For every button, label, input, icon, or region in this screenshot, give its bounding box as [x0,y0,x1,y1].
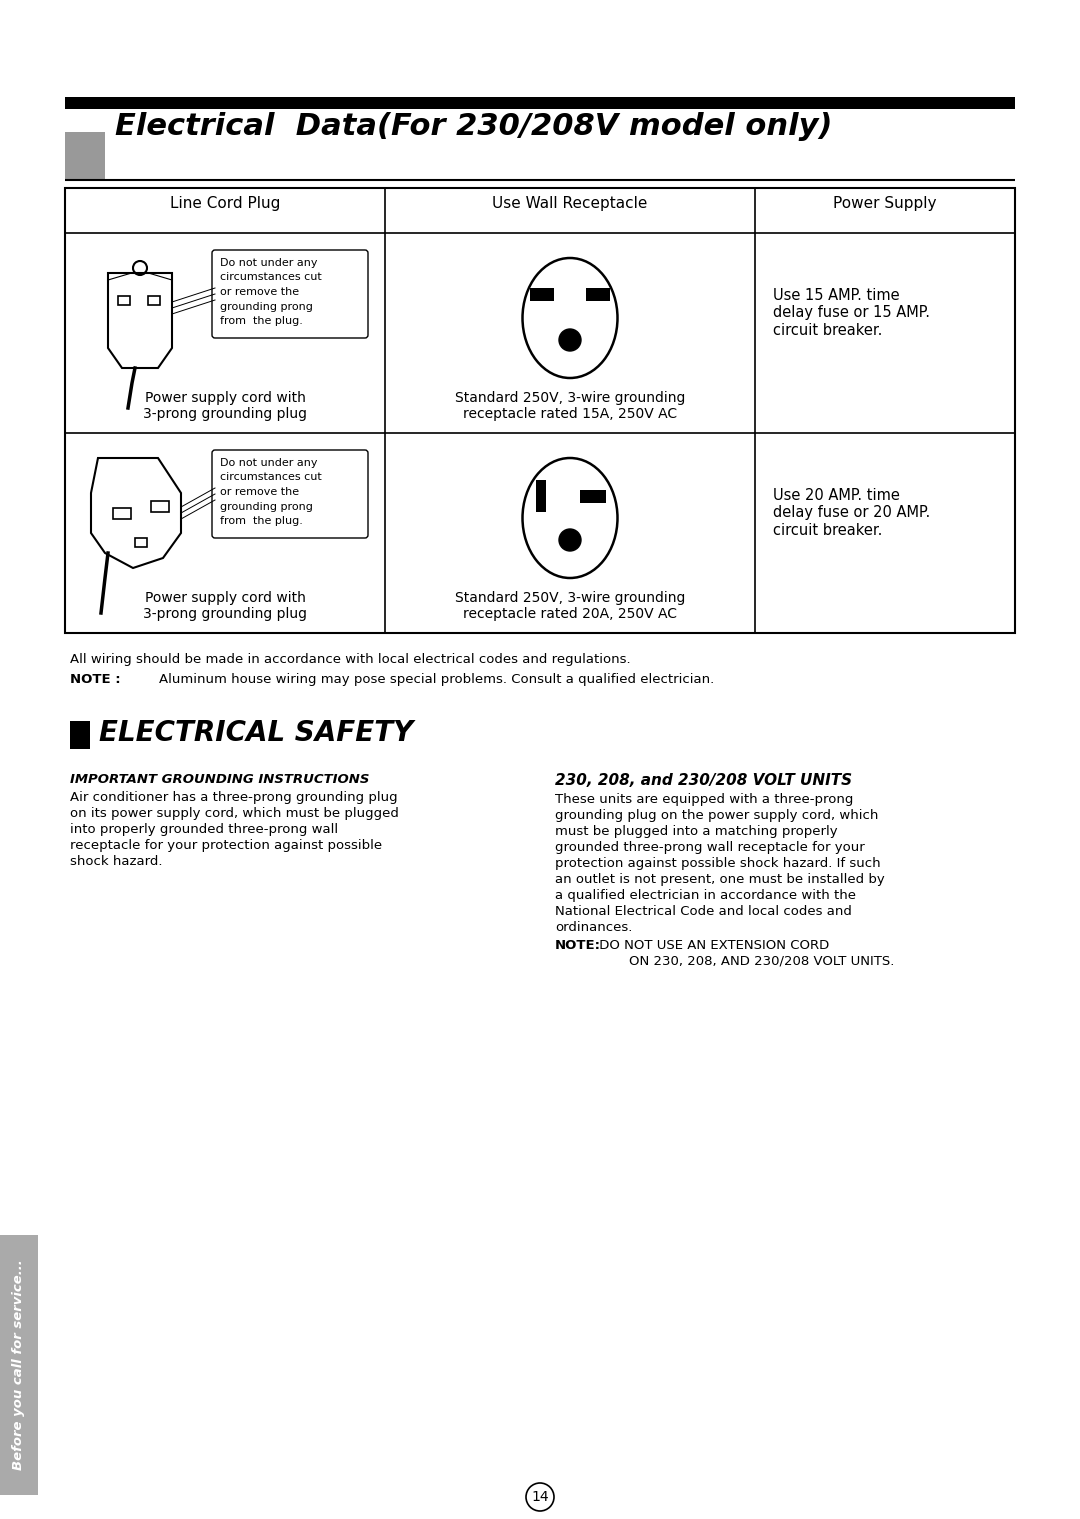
Text: ordinances.: ordinances. [555,921,633,934]
Bar [118,296,130,305]
Text: grounding prong: grounding prong [220,501,313,512]
Text: Standard 250V, 3-wire grounding: Standard 250V, 3-wire grounding [455,591,685,605]
Text: Power supply cord with: Power supply cord with [145,591,306,605]
Text: Air conditioner has a three-prong grounding plug: Air conditioner has a three-prong ground… [70,791,397,804]
Circle shape [559,529,581,551]
Text: IMPORTANT GROUNDING INSTRUCTIONS: IMPORTANT GROUNDING INSTRUCTIONS [70,773,369,785]
Text: or remove the: or remove the [220,488,299,497]
Text: Power Supply: Power Supply [834,196,936,211]
Bar [135,538,147,547]
FancyBboxPatch shape [212,450,368,538]
Bar [148,296,160,305]
Text: into properly grounded three-prong wall: into properly grounded three-prong wall [70,823,338,835]
Text: circumstances cut: circumstances cut [220,472,322,483]
Bar [65,97,1015,109]
Text: an outlet is not present, one must be installed by: an outlet is not present, one must be in… [555,873,885,886]
Bar [70,722,90,749]
Text: ELECTRICAL SAFETY: ELECTRICAL SAFETY [99,718,414,747]
Text: National Electrical Code and local codes and: National Electrical Code and local codes… [555,905,852,917]
Text: Do not under any: Do not under any [220,459,318,468]
Bar [65,132,105,179]
Bar [580,491,606,503]
Text: grounding plug on the power supply cord, which: grounding plug on the power supply cord,… [555,810,878,822]
Text: from  the plug.: from the plug. [220,316,302,327]
Text: receptacle rated 15A, 250V AC: receptacle rated 15A, 250V AC [463,407,677,421]
Text: Use 20 AMP. time
delay fuse or 20 AMP.
circuit breaker.: Use 20 AMP. time delay fuse or 20 AMP. c… [773,488,930,538]
Text: Power supply cord with: Power supply cord with [145,390,306,406]
Text: NOTE:: NOTE: [555,939,600,952]
Text: circumstances cut: circumstances cut [220,272,322,283]
Text: 3-prong grounding plug: 3-prong grounding plug [143,407,307,421]
Bar [536,480,546,512]
Bar [0,1235,38,1495]
Bar [586,289,610,301]
Text: must be plugged into a matching properly: must be plugged into a matching properly [555,825,838,838]
Bar [65,188,1015,633]
Text: grounding prong: grounding prong [220,301,313,311]
Text: Standard 250V, 3-wire grounding: Standard 250V, 3-wire grounding [455,390,685,406]
Circle shape [559,330,581,351]
Bar [113,507,131,519]
Text: ON 230, 208, AND 230/208 VOLT UNITS.: ON 230, 208, AND 230/208 VOLT UNITS. [595,955,894,968]
FancyBboxPatch shape [212,251,368,339]
Text: NOTE :: NOTE : [70,673,121,687]
Text: These units are equipped with a three-prong: These units are equipped with a three-pr… [555,793,853,807]
Text: receptacle rated 20A, 250V AC: receptacle rated 20A, 250V AC [463,608,677,621]
Text: on its power supply cord, which must be plugged: on its power supply cord, which must be … [70,807,399,820]
Text: Do not under any: Do not under any [220,258,318,267]
Text: Line Cord Plug: Line Cord Plug [170,196,280,211]
Bar [530,289,554,301]
Text: a qualified electrician in accordance with the: a qualified electrician in accordance wi… [555,889,856,902]
Text: receptacle for your protection against possible: receptacle for your protection against p… [70,838,382,852]
Text: 3-prong grounding plug: 3-prong grounding plug [143,608,307,621]
Text: Before you call for service...: Before you call for service... [13,1259,26,1470]
Text: 230, 208, and 230/208 VOLT UNITS: 230, 208, and 230/208 VOLT UNITS [555,773,852,788]
Text: or remove the: or remove the [220,287,299,298]
Text: 14: 14 [531,1490,549,1504]
Text: from  the plug.: from the plug. [220,516,302,526]
Text: shock hazard.: shock hazard. [70,855,162,867]
Bar [151,501,168,512]
Text: Electrical  Data(For 230/208V model only): Electrical Data(For 230/208V model only) [114,112,833,141]
Text: DO NOT USE AN EXTENSION CORD: DO NOT USE AN EXTENSION CORD [595,939,829,952]
Text: protection against possible shock hazard. If such: protection against possible shock hazard… [555,857,880,870]
Text: Use 15 AMP. time
delay fuse or 15 AMP.
circuit breaker.: Use 15 AMP. time delay fuse or 15 AMP. c… [773,289,930,337]
Text: Aluminum house wiring may pose special problems. Consult a qualified electrician: Aluminum house wiring may pose special p… [125,673,714,687]
Text: Use Wall Receptacle: Use Wall Receptacle [492,196,648,211]
Text: All wiring should be made in accordance with local electrical codes and regulati: All wiring should be made in accordance … [70,653,631,665]
Text: grounded three-prong wall receptacle for your: grounded three-prong wall receptacle for… [555,842,865,854]
